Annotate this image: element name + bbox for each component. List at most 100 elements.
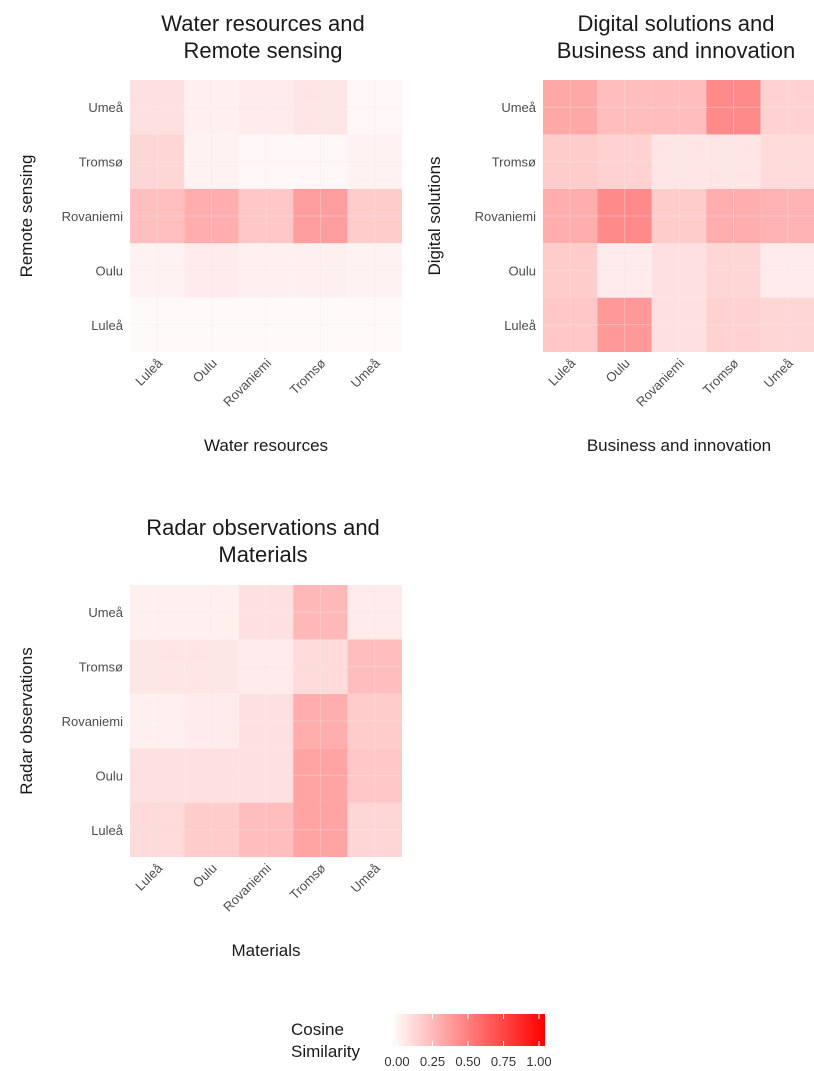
panel-1-y-tick-label: Luleå <box>91 318 124 333</box>
panel-2-heatmap-cell <box>706 243 761 298</box>
panel-2-heatmap-cell <box>651 297 707 352</box>
panel-3-heatmap-cell <box>347 802 402 857</box>
panel-3-heatmap-cell <box>293 585 348 640</box>
panel-1-title-line-1: Water resources and <box>161 11 364 36</box>
panel-3-y-tick-label: Luleå <box>91 823 124 838</box>
panel-2-x-tick-label: Tromsø <box>700 355 742 397</box>
panel-1-heatmap-cell <box>130 243 185 298</box>
legend-tick-label: 1.00 <box>526 1054 551 1069</box>
panel-3-heatmap-cell <box>347 748 402 803</box>
panel-2-x-tick-label: Luleå <box>545 355 579 389</box>
panel-2-heatmap-cell <box>543 297 598 352</box>
panel-3-heatmap-cell <box>347 639 402 694</box>
panel-2-heatmap-cell <box>760 134 814 189</box>
panel-3-heatmap-cell <box>293 802 348 857</box>
panel-1-heatmap-cell <box>238 134 294 189</box>
panel-3-heatmap-cell <box>130 802 185 857</box>
panel-2-heatmap-cell <box>543 80 598 135</box>
panel-2-heatmap-cell <box>597 134 652 189</box>
panel-1-x-tick-label: Umeå <box>348 355 384 391</box>
legend-tick-label: 0.50 <box>455 1054 480 1069</box>
panel-3-title-line-2: Materials <box>218 542 307 567</box>
panel-3-heatmap-cell <box>293 748 348 803</box>
panel-1-heatmap-cell <box>184 134 239 189</box>
panel-1-heatmap-cell <box>238 243 294 298</box>
panel-1-heatmap-cell <box>347 188 402 244</box>
panel-2-y-tick-label: Oulu <box>509 263 536 278</box>
panel-2-heatmap-cell <box>760 243 814 298</box>
legend-tick-label: 0.00 <box>384 1054 409 1069</box>
panel-3-x-axis-title: Materials <box>232 941 301 960</box>
panel-3-y-tick-label: Oulu <box>96 768 123 783</box>
panel-2-y-tick-label: Rovaniemi <box>475 209 537 224</box>
panel-2-x-tick-label: Rovaniemi <box>633 355 687 409</box>
panel-3-heatmap-cell <box>238 748 294 803</box>
panel-2-heatmap-cell <box>706 297 761 352</box>
legend-tick-label: 0.75 <box>491 1054 516 1069</box>
panel-1-x-tick-label: Rovaniemi <box>220 355 274 409</box>
panel-3-heatmap-cell <box>347 693 402 749</box>
panel-1-heatmap-cell <box>184 297 239 352</box>
panel-1-heatmap-cell <box>130 297 185 352</box>
panel-3-heatmap-cell <box>184 639 239 694</box>
panel-1-heatmap-cell <box>293 188 348 244</box>
panel-3-x-tick-label: Oulu <box>190 861 220 891</box>
panel-1-heatmap-cell <box>293 134 348 189</box>
panel-2-x-tick-label: Umeå <box>761 355 797 391</box>
panel-1-title-line-2: Remote sensing <box>184 38 343 63</box>
panel-1-x-axis-title: Water resources <box>204 436 328 455</box>
panel-2-heatmap-cell <box>706 188 761 244</box>
panel-3-heatmap-cell <box>130 585 185 640</box>
panel-1-y-tick-label: Tromsø <box>79 155 123 170</box>
panel-1-y-tick-label: Oulu <box>96 263 123 278</box>
panel-3-y-axis-title: Radar observations <box>17 647 36 794</box>
panel-3-heatmap-cell <box>184 585 239 640</box>
panel-1-heatmap-cell <box>184 243 239 298</box>
panel-1-x-tick-label: Luleå <box>132 355 166 389</box>
panel-3-heatmap-cell <box>293 693 348 749</box>
panel-1-heatmap-cell <box>238 80 294 135</box>
panel-3-heatmap-cell <box>238 693 294 749</box>
panel-2-heatmap-cell <box>651 243 707 298</box>
panel-2-heatmap-cell <box>597 80 652 135</box>
panel-1-x-tick-label: Tromsø <box>287 355 329 397</box>
panel-1-y-axis-title: Remote sensing <box>17 155 36 278</box>
panel-2-heatmap-cell <box>651 80 707 135</box>
panel-2-heatmap-cell <box>760 188 814 244</box>
panel-2-y-axis-title: Digital solutions <box>425 156 444 275</box>
panel-1-heatmap-cell <box>238 297 294 352</box>
panel-1-x-tick-label: Oulu <box>190 356 220 386</box>
panel-2-heatmap-cell <box>597 188 652 244</box>
panel-1-y-tick-label: Rovaniemi <box>62 209 124 224</box>
panel-1-heatmap-cell <box>293 80 348 135</box>
panel-3-y-tick-label: Rovaniemi <box>62 714 124 729</box>
panel-1-heatmap-cell <box>130 80 185 135</box>
panel-1-heatmap-cell <box>238 188 294 244</box>
panel-2-heatmap-cell <box>651 134 707 189</box>
panel-3-heatmap-cell <box>184 748 239 803</box>
panel-2-heatmap-cell <box>543 243 598 298</box>
panel-2-x-axis-title: Business and innovation <box>587 436 771 455</box>
panel-3-heatmap-cell <box>184 693 239 749</box>
panel-1-heatmap-cell <box>184 80 239 135</box>
panel-3-heatmap-cell <box>238 802 294 857</box>
panel-1-heatmap-cell <box>347 80 402 135</box>
panel-3-x-tick-label: Tromsø <box>287 860 329 902</box>
panel-2-heatmap-cell <box>706 80 761 135</box>
legend-tick-label: 0.25 <box>420 1054 445 1069</box>
panel-2-heatmap-cell <box>543 134 598 189</box>
panel-3-title-line-1: Radar observations and <box>146 515 380 540</box>
legend-title-line-1: Cosine <box>291 1020 344 1039</box>
panel-1-heatmap-cell <box>184 188 239 244</box>
panel-3-heatmap-cell <box>293 639 348 694</box>
panel-3-x-tick-label: Luleå <box>132 860 166 894</box>
panel-3-x-tick-label: Umeå <box>348 860 384 896</box>
panel-2-title-line-2: Business and innovation <box>557 38 796 63</box>
panel-2-x-tick-label: Oulu <box>603 356 633 386</box>
panel-3-heatmap-cell <box>130 748 185 803</box>
panel-3-heatmap-cell <box>238 585 294 640</box>
panel-1-heatmap-cell <box>293 297 348 352</box>
panel-2-heatmap-cell <box>760 80 814 135</box>
panel-2-heatmap-cell <box>706 134 761 189</box>
